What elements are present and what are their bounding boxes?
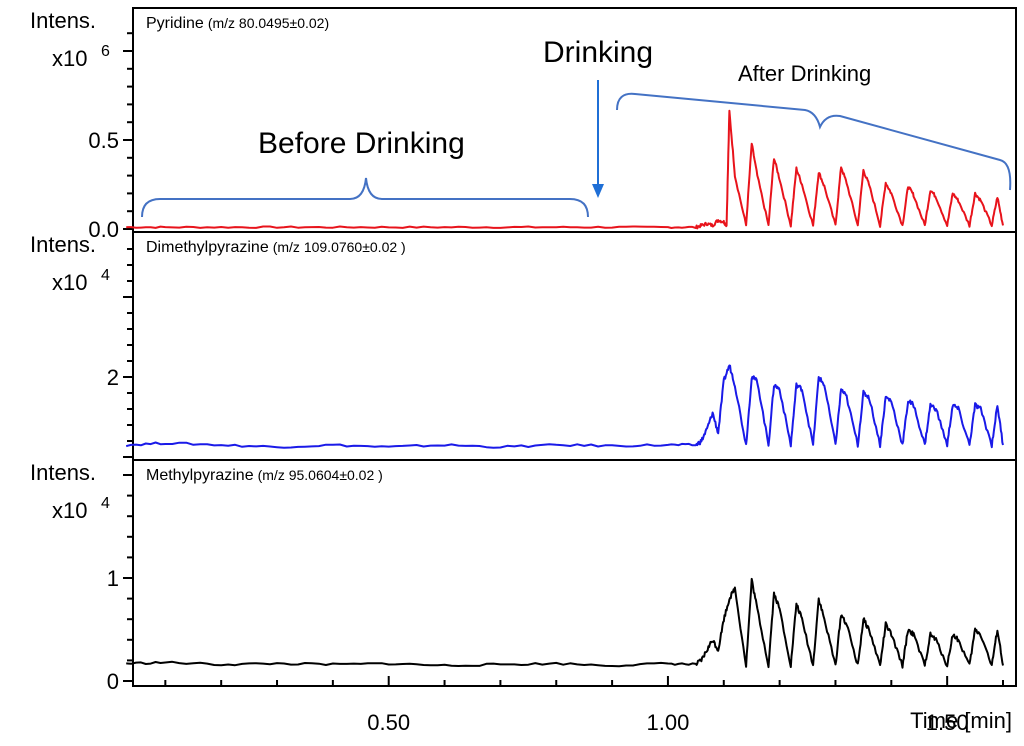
y-tick-label: 1 bbox=[107, 566, 119, 591]
y-scale-label: x10 bbox=[52, 270, 87, 295]
x-tick-label: 1.00 bbox=[647, 710, 690, 735]
y-tick-label: 2 bbox=[107, 365, 119, 390]
before-drinking-brace bbox=[141, 177, 589, 218]
panel-frame bbox=[132, 459, 1017, 687]
y-scale-exponent: 4 bbox=[101, 267, 110, 284]
series-line bbox=[126, 109, 1004, 230]
y-axis-label: Intens. bbox=[30, 232, 96, 257]
y-scale-exponent: 6 bbox=[101, 43, 110, 60]
annotation-before-drinking: Before Drinking bbox=[258, 127, 465, 160]
panel-frame bbox=[132, 231, 1017, 461]
annotation-after-drinking: After Drinking bbox=[738, 61, 871, 86]
panel-title: Methylpyrazine (m/z 95.0604±0.02 ) bbox=[146, 467, 383, 484]
y-tick-label: 0.5 bbox=[88, 128, 119, 153]
x-tick-label: 0.50 bbox=[367, 710, 410, 735]
panel-methylpyrazine: Intens. x10 4 0 1 Methylpyrazine (m/z 95.0604±… bbox=[30, 459, 1017, 694]
y-scale-label: x10 bbox=[52, 46, 87, 71]
y-axis-label: Intens. bbox=[30, 8, 96, 33]
y-tick-label: 0 bbox=[107, 669, 119, 694]
x-axis-label: Time [min] bbox=[910, 708, 1012, 733]
after-drinking-brace bbox=[616, 92, 1012, 191]
drinking-arrow-head bbox=[592, 184, 604, 198]
y-tick-label: 0.0 bbox=[88, 217, 119, 242]
annotations: Before Drinking Drinking After Drinking bbox=[141, 36, 1012, 218]
annotation-drinking: Drinking bbox=[543, 36, 653, 69]
panel-title: Dimethylpyrazine (m/z 109.0760±0.02 ) bbox=[146, 239, 406, 256]
series-line bbox=[126, 577, 1004, 669]
series-line bbox=[125, 364, 1004, 449]
y-axis-label: Intens. bbox=[30, 460, 96, 485]
y-scale-label: x10 bbox=[52, 498, 87, 523]
panel-title: Pyridine (m/z 80.0495±0.02) bbox=[146, 15, 329, 32]
x-tick-label: 1.50 bbox=[926, 710, 969, 735]
y-scale-exponent: 4 bbox=[101, 495, 110, 512]
panel-dimethylpyrazine: Intens. x10 4 2 Dimethylpyrazine (m/z 109.076… bbox=[30, 231, 1017, 461]
panel-pyridine: Intens. x10 6 0.0 0.5 Pyridine (m/z 80.0495±0.… bbox=[30, 7, 1017, 242]
